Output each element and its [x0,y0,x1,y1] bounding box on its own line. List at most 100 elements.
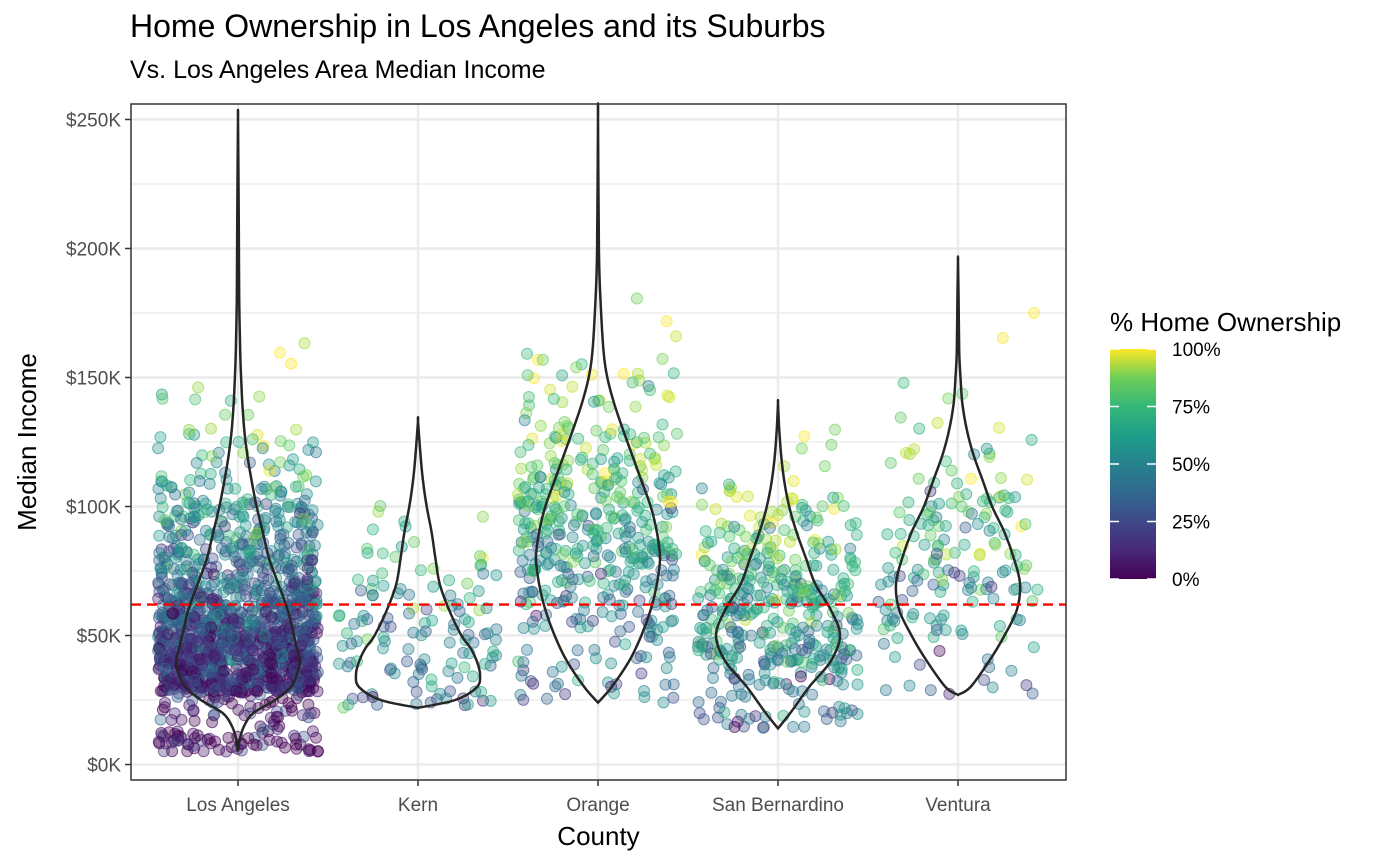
data-point [181,655,194,668]
data-point [701,536,714,549]
data-point [442,665,455,678]
y-tick-label: $0K [87,756,121,777]
data-point [660,315,673,328]
data-point [757,721,770,734]
data-point [787,475,800,488]
data-point [930,511,943,524]
data-point [355,584,367,597]
data-point [669,465,682,478]
data-point [521,643,533,656]
data-point [796,644,809,656]
data-point [1013,614,1026,627]
data-point [298,611,311,624]
data-point [588,482,601,495]
data-point [215,571,228,584]
data-point [692,696,705,709]
data-point [825,438,838,451]
data-point [656,418,669,431]
data-point [179,553,192,566]
data-point [850,622,863,635]
data-point [377,642,389,655]
data-point [913,422,926,435]
data-point [671,427,683,440]
data-point [617,579,630,592]
data-point [361,547,374,559]
data-point [522,391,535,403]
data-point [190,456,203,469]
data-point [169,510,182,522]
data-point [831,588,844,601]
data-point [514,446,527,459]
data-point [993,421,1005,434]
data-point [562,568,575,581]
data-point [246,644,259,657]
data-point [696,498,708,511]
data-point [575,358,588,371]
data-point [717,563,730,576]
data-point [693,707,706,720]
data-point [743,509,756,522]
data-point [827,563,840,576]
data-point [171,734,184,747]
data-point [513,477,526,490]
data-point [515,669,528,682]
data-point [571,508,584,521]
data-point [810,619,823,632]
data-point [599,431,612,444]
data-point [287,597,300,610]
data-point [188,610,201,623]
data-point [903,514,916,526]
data-point [723,478,735,491]
data-point [587,550,600,563]
data-point [515,462,528,475]
data-point [221,569,234,582]
data-point [837,678,849,691]
data-point [163,520,175,532]
data-point [634,452,647,465]
data-point [986,681,999,694]
data-point [555,660,568,673]
data-point [850,649,863,662]
data-point [306,725,319,738]
data-point [232,703,245,716]
data-point [189,679,201,692]
data-point [551,677,564,690]
data-point [253,390,266,403]
data-point [811,514,824,527]
data-point [300,469,313,482]
data-point [191,729,204,742]
data-point [290,480,302,493]
data-point [153,642,166,655]
data-point [295,518,308,531]
data-point [745,629,758,642]
data-point [820,713,833,725]
data-point [306,554,319,566]
data-point [461,577,474,590]
data-point [960,488,973,501]
data-point [185,645,198,658]
data-point [526,615,539,628]
data-point [640,651,653,664]
data-point [558,560,570,573]
data-point [541,558,554,571]
data-point [713,578,726,591]
data-point [168,707,181,720]
data-point [366,523,379,536]
data-point [739,530,752,543]
data-point [797,621,809,634]
data-point [541,692,553,705]
data-point [1020,559,1033,572]
data-point [851,678,864,691]
data-point [285,357,298,370]
data-point [264,711,277,724]
data-point [282,563,295,576]
data-point [586,614,599,627]
data-point [1026,687,1039,700]
data-point [156,475,169,488]
data-point [978,511,991,524]
data-point [361,542,374,555]
data-point [376,547,389,560]
points-layer [152,292,1044,758]
data-point [517,495,530,508]
data-point [262,458,275,471]
